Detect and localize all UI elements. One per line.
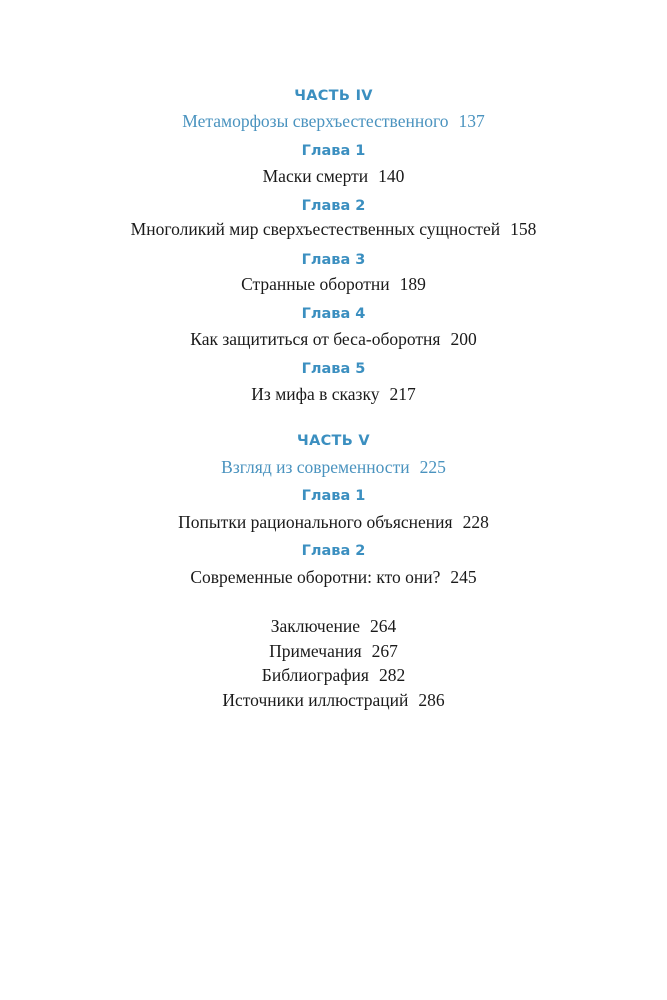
page-number: 158 xyxy=(510,219,537,239)
back-matter-entry-title: Библиография xyxy=(261,665,369,685)
page-number: 282 xyxy=(378,665,406,685)
part-label-title: ЧАСТЬ V xyxy=(297,433,370,449)
part-label: ЧАСТЬ IV xyxy=(0,86,667,106)
chapter-label-title: Глава 4 xyxy=(301,306,366,322)
part-label-title: ЧАСТЬ IV xyxy=(294,88,373,104)
page-number: 137 xyxy=(458,111,485,131)
page-number: 267 xyxy=(371,641,398,661)
chapter-label-title: Глава 3 xyxy=(301,252,366,268)
page-number: 245 xyxy=(450,567,477,587)
chapter-label-title: Глава 1 xyxy=(301,488,366,504)
back-matter-entry: Примечания 267 xyxy=(0,641,667,661)
part-title: Метаморфозы сверхъестественного 137 xyxy=(0,111,667,131)
chapter-label: Глава 3 xyxy=(0,250,667,270)
chapter-entry: Странные оборотни 189 xyxy=(0,274,667,294)
back-matter-entry: Библиография 282 xyxy=(0,665,667,685)
chapter-label-title: Глава 5 xyxy=(301,361,366,377)
chapter-label: Глава 1 xyxy=(0,141,667,161)
chapter-label-title: Глава 2 xyxy=(301,198,366,214)
chapter-entry: Как защититься от беса-оборотня 200 xyxy=(0,329,667,349)
page-number: 189 xyxy=(399,274,426,294)
back-matter-entry: Заключение 264 xyxy=(0,616,667,636)
back-matter-entry-title: Примечания xyxy=(269,641,362,661)
page-number: 228 xyxy=(462,512,489,532)
chapter-entry: Маски смерти 140 xyxy=(0,166,667,186)
chapter-entry: Из мифа в сказку 217 xyxy=(0,384,667,404)
chapter-entry-title: Многоликий мир сверхъестественных сущнос… xyxy=(130,219,501,239)
page-number: 200 xyxy=(450,329,477,349)
chapter-label: Глава 2 xyxy=(0,196,667,216)
part-title: Взгляд из современности 225 xyxy=(0,457,667,477)
chapter-label: Глава 4 xyxy=(0,304,667,324)
chapter-entry-title: Попытки рационального объяснения xyxy=(178,512,453,532)
chapter-label: Глава 5 xyxy=(0,359,667,379)
chapter-label-title: Глава 2 xyxy=(301,543,366,559)
chapter-entry: Современные оборотни: кто они? 245 xyxy=(0,567,667,587)
chapter-entry-title: Странные оборотни xyxy=(241,274,390,294)
back-matter-entry: Источники иллюстраций 286 xyxy=(0,690,667,710)
chapter-label-title: Глава 1 xyxy=(301,143,366,159)
chapter-label: Глава 2 xyxy=(0,541,667,561)
chapter-entry-title: Маски смерти xyxy=(262,166,369,186)
part-title-title: Взгляд из современности xyxy=(221,457,410,477)
chapter-entry: Многоликий мир сверхъестественных сущнос… xyxy=(0,219,667,239)
page-number: 140 xyxy=(378,166,405,186)
back-matter-entry-title: Источники иллюстраций xyxy=(222,690,409,710)
page-number: 217 xyxy=(389,384,416,404)
chapter-label: Глава 1 xyxy=(0,486,667,506)
page-number: 225 xyxy=(419,457,446,477)
chapter-entry-title: Современные оборотни: кто они? xyxy=(190,567,441,587)
page-number: 264 xyxy=(370,616,397,636)
back-matter-entry-title: Заключение xyxy=(270,616,360,636)
chapter-entry-title: Из мифа в сказку xyxy=(251,384,380,404)
part-title-title: Метаморфозы сверхъестественного xyxy=(182,111,449,131)
part-label: ЧАСТЬ V xyxy=(0,431,667,451)
chapter-entry: Попытки рационального объяснения 228 xyxy=(0,512,667,532)
chapter-entry-title: Как защититься от беса-оборотня xyxy=(190,329,441,349)
page-number: 286 xyxy=(418,690,445,710)
